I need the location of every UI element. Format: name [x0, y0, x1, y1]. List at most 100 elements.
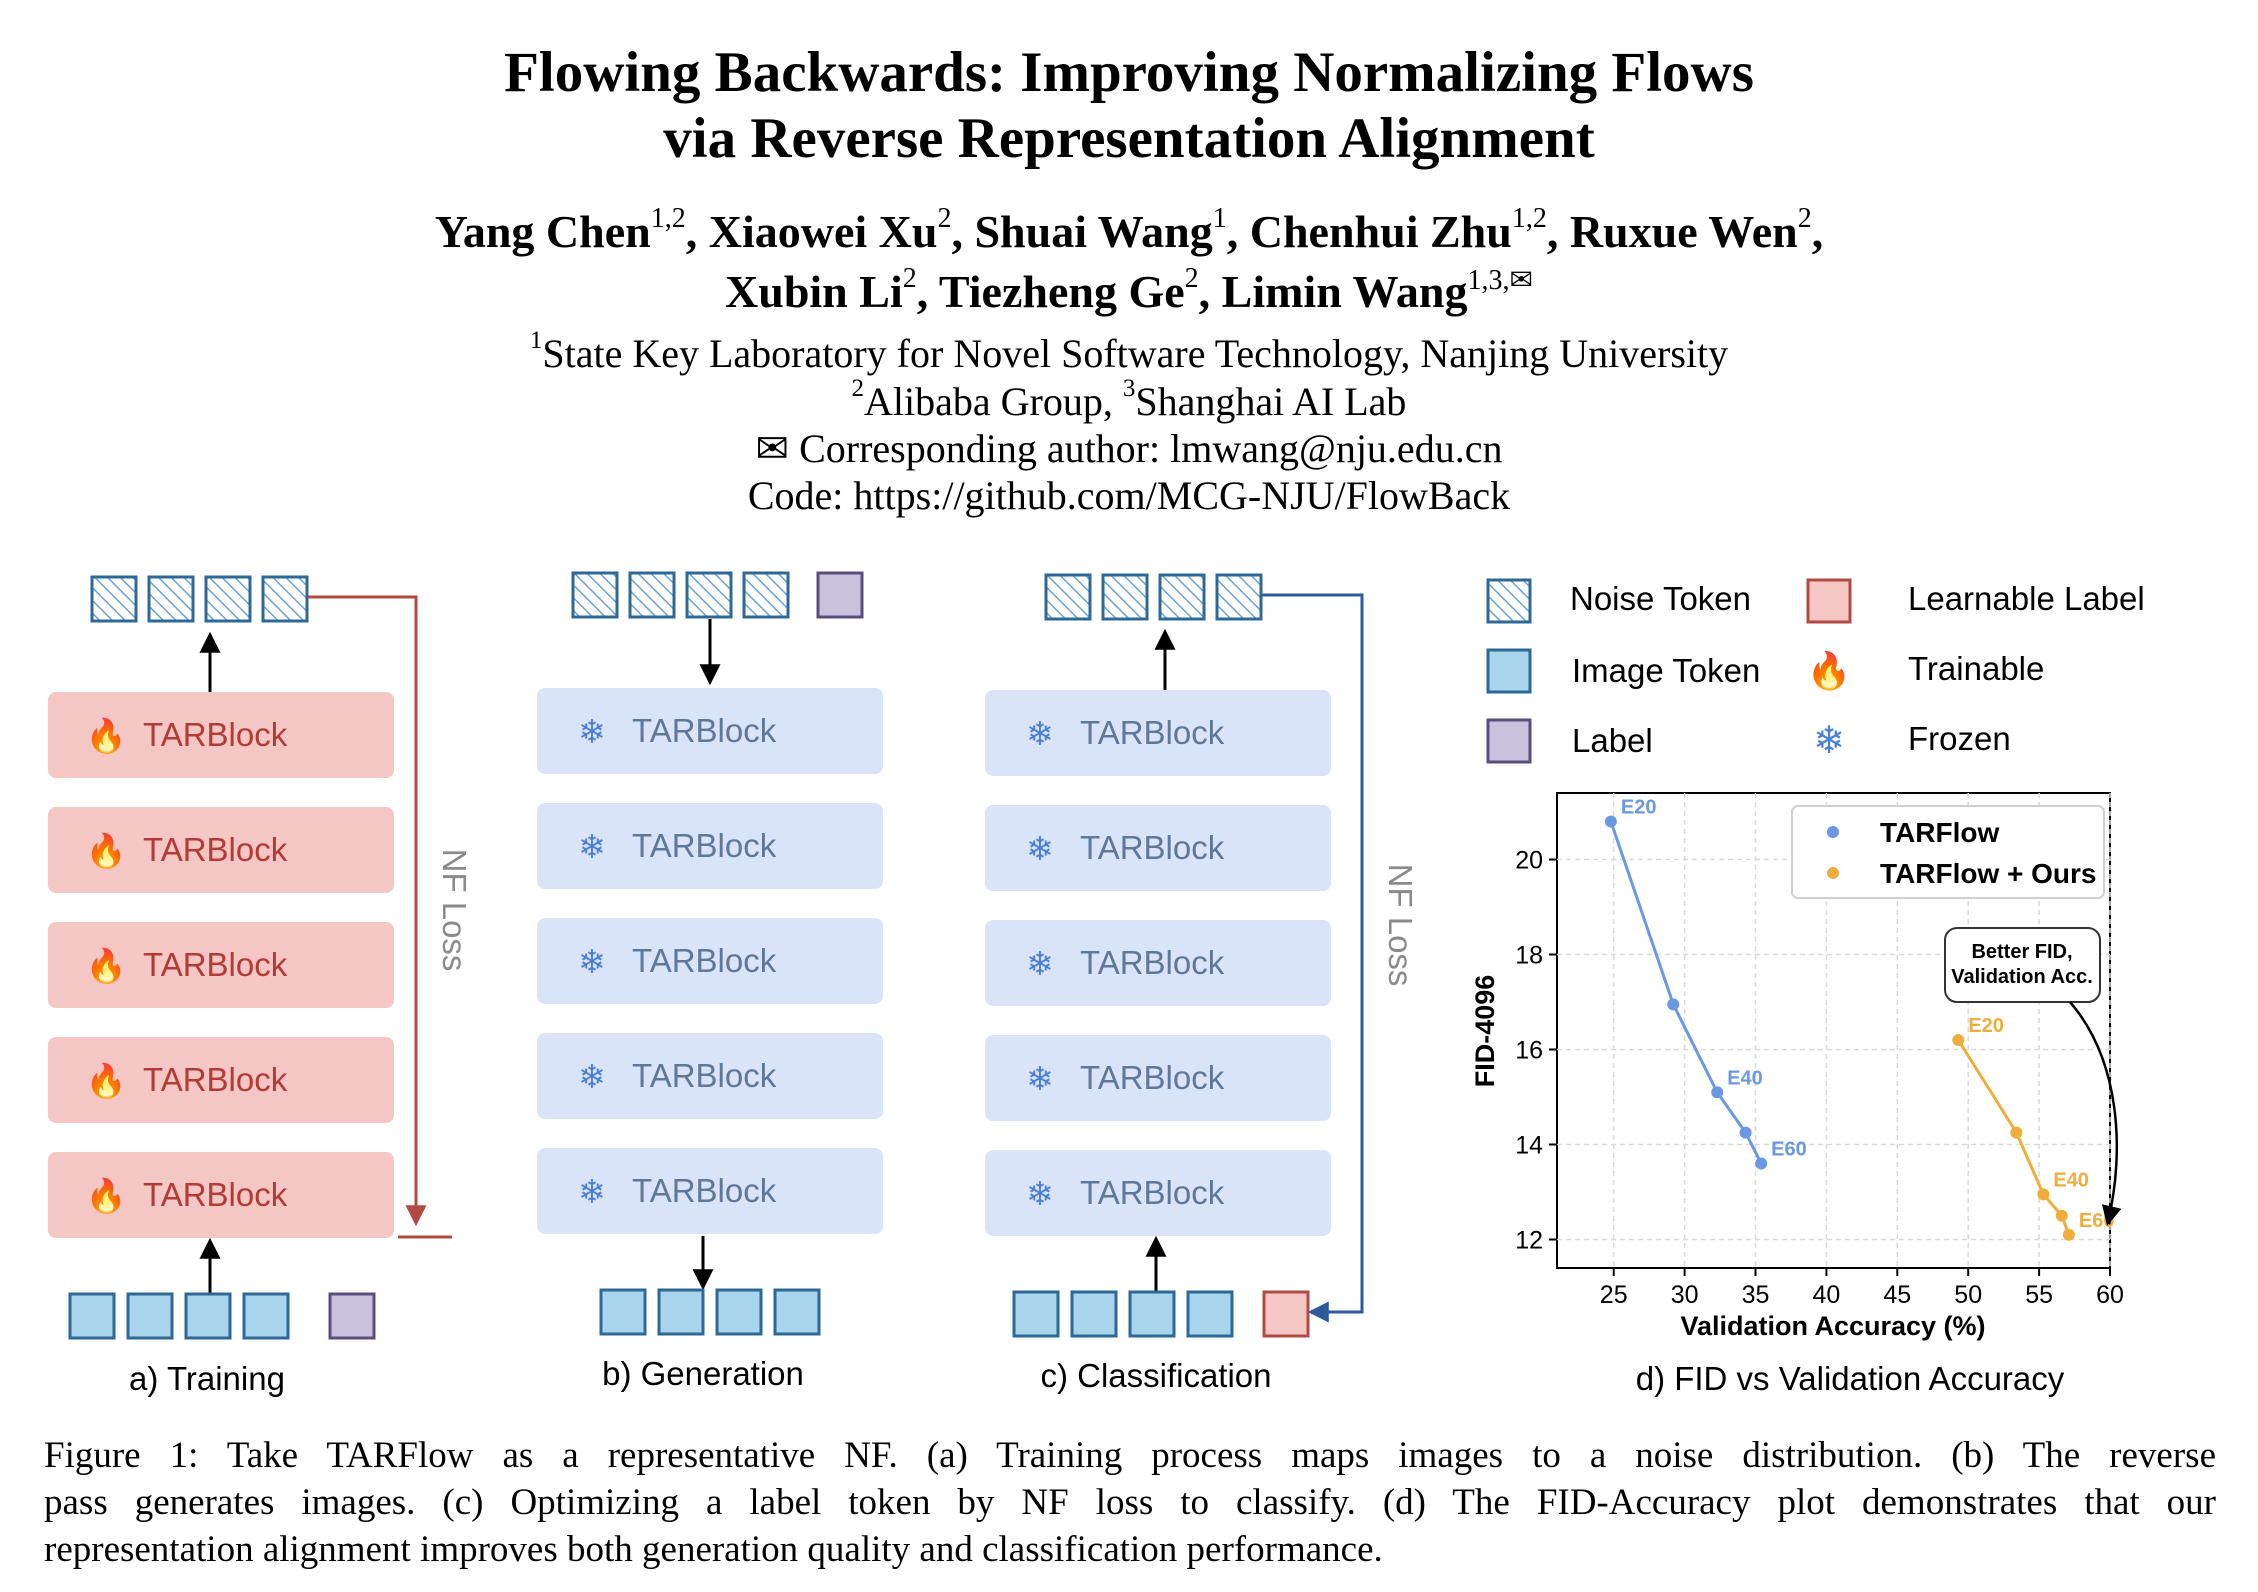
code-link[interactable]: Code: https://github.com/MCG-NJU/FlowBac… — [747, 473, 1511, 518]
noise-token — [1215, 573, 1263, 621]
tarblock-label: TARBlock — [632, 1172, 777, 1209]
snowflake-icon: ❄ — [578, 828, 606, 865]
y-tick-label: 20 — [1515, 847, 1543, 875]
x-tick-label: 40 — [1813, 1281, 1841, 1309]
point-label: E20 — [1968, 1015, 2004, 1037]
snowflake-icon: ❄ — [1813, 720, 1845, 762]
noise-token — [628, 571, 676, 619]
caption-line-1: Figure 1: Take TARFlow as a representati… — [44, 1435, 2216, 1476]
x-tick-label: 35 — [1742, 1281, 1770, 1309]
author-name: Yang Chen — [434, 206, 651, 257]
legend-learnable-label: Learnable Label — [1908, 580, 2145, 617]
nf-loss-label: NF Loss — [436, 849, 473, 972]
image-token-swatch — [1486, 648, 1532, 694]
training-caption: a) Training — [129, 1360, 285, 1397]
x-axis-label: Validation Accuracy (%) — [1680, 1311, 1985, 1341]
axes: 25 30 35 40 45 50 55 60 12 14 16 18 20 — [1515, 847, 2124, 1310]
label-swatch — [1486, 718, 1532, 764]
legend-marker-tarflow — [1827, 826, 1839, 838]
nf-loss-label: NF Loss — [1382, 864, 1419, 987]
tarblock-label: TARBlock — [1080, 714, 1225, 751]
x-tick-label: 50 — [1954, 1281, 1982, 1309]
diagram-legend: Noise Token Image Token Label Learnable … — [1486, 578, 2145, 764]
tarblock-frozen — [537, 803, 883, 889]
tarblock-trainable — [48, 692, 394, 778]
tarblock-label: TARBlock — [143, 1061, 288, 1098]
point-label: E40 — [2053, 1169, 2089, 1191]
author-name: Chenhui Zhu — [1249, 206, 1512, 257]
data-point — [1755, 1157, 1768, 1170]
noise-token — [261, 575, 309, 623]
author-affiliation: 2 — [937, 203, 952, 234]
fire-icon: 🔥 — [85, 1177, 126, 1215]
point-label: E60 — [1771, 1139, 1807, 1161]
image-token — [68, 1292, 116, 1340]
y-axis-label: FID-4096 — [1470, 975, 1500, 1088]
tarblock-frozen — [537, 1033, 883, 1119]
affiliation-1: 1State Key Laboratory for Novel Software… — [529, 327, 1729, 376]
tarblock-frozen — [537, 688, 883, 774]
tarblock-label: TARBlock — [632, 712, 777, 749]
annotation-box — [1944, 927, 2101, 1003]
data-point — [1667, 998, 1680, 1011]
image-token — [1012, 1290, 1060, 1338]
tarblock-label: TARBlock — [1080, 1059, 1225, 1096]
tarblock-frozen — [985, 920, 1331, 1006]
tarblock-trainable — [48, 1152, 394, 1238]
image-token — [599, 1288, 647, 1336]
chart-legend-box — [1791, 805, 2105, 899]
x-tick-label: 30 — [1671, 1281, 1699, 1309]
tarblock-trainable — [48, 807, 394, 893]
data-point — [1739, 1126, 1752, 1139]
author-affiliation: 2 — [1797, 203, 1812, 234]
tarblock-label: TARBlock — [1080, 829, 1225, 866]
image-token — [715, 1288, 763, 1336]
snowflake-icon: ❄ — [1026, 830, 1054, 867]
corresponding-author: ✉ Corresponding author: lmwang@nju.edu.c… — [755, 426, 1503, 471]
author-affiliation: 2 — [902, 263, 917, 294]
annotation-line-2: Validation Acc. — [1951, 966, 2093, 988]
fire-icon: 🔥 — [1807, 650, 1852, 691]
legend-series-ours: TARFlow + Ours — [1880, 858, 2097, 889]
label-token — [816, 571, 864, 619]
tarblock-label: TARBlock — [632, 827, 777, 864]
panel-training: 🔥 TARBlock 🔥 TARBlock 🔥 TARBlock 🔥 TARBl… — [48, 575, 473, 1397]
author-name: Xubin Li — [725, 266, 903, 317]
point-label: E20 — [1621, 797, 1657, 819]
x-tick-label: 60 — [2096, 1281, 2124, 1309]
fire-icon: 🔥 — [85, 947, 126, 985]
tarblock-label: TARBlock — [143, 1176, 288, 1213]
tarblock-trainable — [48, 1037, 394, 1123]
snowflake-icon: ❄ — [578, 1173, 606, 1210]
author-name: Tiezheng Ge — [938, 266, 1185, 317]
data-point — [2010, 1126, 2023, 1139]
x-tick-label: 55 — [2025, 1281, 2053, 1309]
y-tick-label: 12 — [1515, 1227, 1543, 1255]
author-list-line-1: Yang Chen1,2, Xiaowei Xu2, Shuai Wang1, … — [434, 203, 1824, 257]
better-annotation: Better FID, Validation Acc. — [1944, 927, 2122, 1226]
snowflake-icon: ❄ — [1026, 1060, 1054, 1097]
tarblock-trainable — [48, 922, 394, 1008]
legend-series-tarflow: TARFlow — [1880, 817, 1999, 848]
image-token — [242, 1292, 290, 1340]
nf-loss-arrow — [1262, 593, 1364, 1323]
tarblock-label: TARBlock — [1080, 944, 1225, 981]
fire-icon: 🔥 — [85, 1062, 126, 1100]
data-point — [1952, 1034, 1965, 1046]
label-token — [328, 1292, 376, 1340]
author-affiliation: 1,3,✉ — [1467, 265, 1533, 296]
data-point — [1711, 1086, 1724, 1099]
noise-token — [685, 571, 733, 619]
noise-token — [1101, 573, 1149, 621]
legend-label: Label — [1572, 722, 1653, 759]
tarblock-label: TARBlock — [1080, 1174, 1225, 1211]
noise-token — [204, 575, 252, 623]
nf-loss-arrow — [308, 595, 427, 1227]
tarblock-frozen — [985, 1035, 1331, 1121]
noise-token — [1158, 573, 1206, 621]
generation-caption: b) Generation — [602, 1355, 804, 1392]
chart-legend: TARFlow TARFlow + Ours — [1791, 805, 2105, 899]
tarblock-frozen — [985, 1150, 1331, 1236]
image-token — [184, 1292, 232, 1340]
